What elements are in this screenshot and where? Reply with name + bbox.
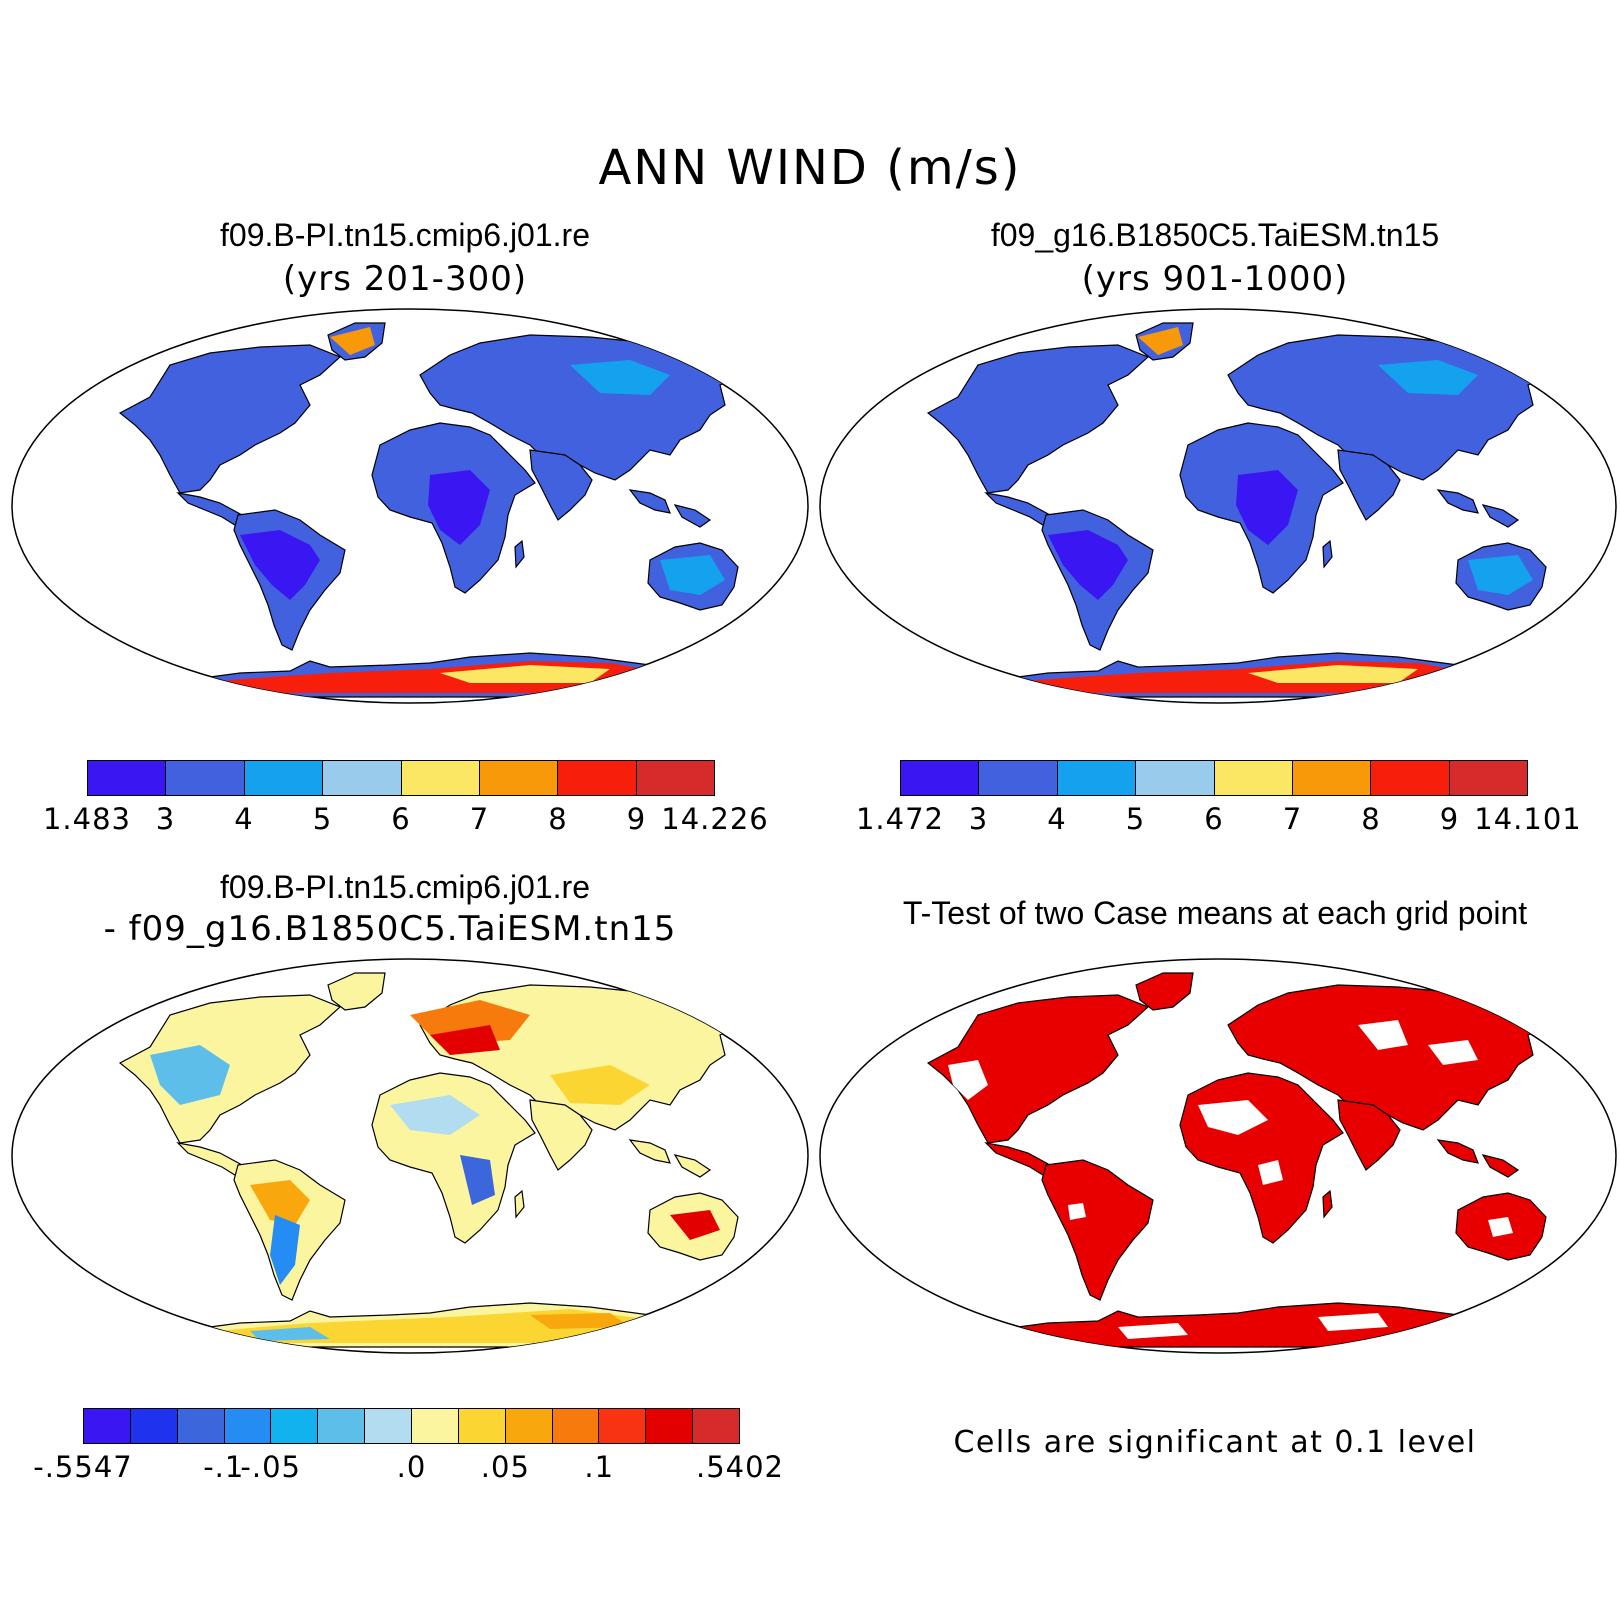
- colorbar-swatch: [979, 761, 1058, 795]
- colorbar-swatch: [166, 761, 245, 795]
- colorbar-swatch: [458, 1409, 506, 1443]
- colorbar-swatch: [130, 1409, 178, 1443]
- case1-colorbar: [87, 760, 715, 796]
- colorbar-tick-label: 9: [626, 802, 647, 836]
- diff-colorbar-labels: -.5547 -.1 -.05 .0 .05 .1 .5402: [33, 1450, 783, 1490]
- colorbar-tick-label: -.1: [203, 1450, 245, 1484]
- case2-title: f09_g16.B1850C5.TaiESM.tn15: [990, 217, 1440, 253]
- case1-subtitle: (yrs 201-300): [282, 259, 528, 299]
- colorbar-swatch: [552, 1409, 600, 1443]
- colorbar-swatch: [1057, 761, 1137, 795]
- colorbar-swatch: [318, 1409, 366, 1443]
- colorbar-tick-label: 7: [1282, 802, 1303, 836]
- diff-subtitle: - f09_g16.B1850C5.TaiESM.tn15: [103, 909, 677, 949]
- figure-title: ANN WIND (m/s): [598, 140, 1022, 196]
- significance-note: Cells are significant at 0.1 level: [953, 1425, 1477, 1460]
- case1-map: [11, 308, 809, 704]
- colorbar-swatch: [479, 761, 559, 795]
- colorbar-swatch: [365, 1409, 413, 1443]
- colorbar-tick-label: .5402: [695, 1450, 785, 1484]
- diff-colorbar: [83, 1408, 740, 1444]
- colorbar-tick-label: 3: [968, 802, 989, 836]
- colorbar-tick-label: 6: [391, 802, 411, 836]
- colorbar-swatch: [412, 1409, 459, 1443]
- colorbar-tick-label: 8: [1361, 802, 1381, 836]
- colorbar-swatch: [901, 761, 980, 795]
- colorbar-swatch: [1449, 761, 1527, 795]
- colorbar-swatch: [1371, 761, 1450, 795]
- colorbar-tick-label: .05: [480, 1450, 530, 1484]
- colorbar-tick-label: 6: [1204, 802, 1224, 836]
- colorbar-tick-label: 4: [1047, 802, 1067, 836]
- colorbar-tick-label: 14.101: [1474, 802, 1582, 836]
- case2-colorbar-labels: 1.472 3 4 5 6 7 8 9 14.101: [856, 802, 1581, 842]
- colorbar-tick-label: 1.472: [855, 802, 945, 836]
- colorbar-swatch: [505, 1409, 553, 1443]
- colorbar-swatch: [599, 1409, 647, 1443]
- case2-colorbar: [900, 760, 1528, 796]
- colorbar-swatch: [1214, 761, 1293, 795]
- diff-map: [11, 958, 809, 1354]
- diff-title: f09.B-PI.tn15.cmip6.j01.re: [220, 869, 590, 905]
- colorbar-swatch: [323, 761, 402, 795]
- colorbar-swatch: [1136, 761, 1215, 795]
- colorbar-tick-label: 8: [548, 802, 568, 836]
- colorbar-tick-label: 4: [234, 802, 254, 836]
- colorbar-swatch: [271, 1409, 319, 1443]
- colorbar-tick-label: -.05: [240, 1450, 301, 1484]
- colorbar-tick-label: 1.483: [42, 802, 132, 836]
- colorbar-tick-label: 9: [1439, 802, 1460, 836]
- colorbar-swatch: [636, 761, 714, 795]
- colorbar-tick-label: 5: [312, 802, 333, 836]
- colorbar-tick-label: 5: [1125, 802, 1146, 836]
- case2-subtitle: (yrs 901-1000): [1081, 259, 1349, 299]
- colorbar-swatch: [1292, 761, 1372, 795]
- colorbar-tick-label: 7: [469, 802, 490, 836]
- colorbar-tick-label: .1: [584, 1450, 615, 1484]
- case1-title: f09.B-PI.tn15.cmip6.j01.re: [220, 217, 590, 253]
- colorbar-swatch: [84, 1409, 131, 1443]
- colorbar-tick-label: 14.226: [661, 802, 769, 836]
- colorbar-tick-label: .0: [396, 1450, 427, 1484]
- colorbar-swatch: [88, 761, 167, 795]
- colorbar-swatch: [558, 761, 637, 795]
- colorbar-swatch: [646, 1409, 694, 1443]
- colorbar-swatch: [244, 761, 324, 795]
- colorbar-tick-label: 3: [155, 802, 176, 836]
- colorbar-tick-label: -.5547: [33, 1450, 133, 1484]
- case2-map: [819, 308, 1617, 704]
- colorbar-swatch: [693, 1409, 740, 1443]
- case1-colorbar-labels: 1.483 3 4 5 6 7 8 9 14.226: [43, 802, 768, 842]
- ttest-map: [819, 958, 1617, 1354]
- ttest-title: T-Test of two Case means at each grid po…: [902, 895, 1528, 931]
- colorbar-swatch: [224, 1409, 272, 1443]
- colorbar-swatch: [401, 761, 480, 795]
- colorbar-swatch: [177, 1409, 225, 1443]
